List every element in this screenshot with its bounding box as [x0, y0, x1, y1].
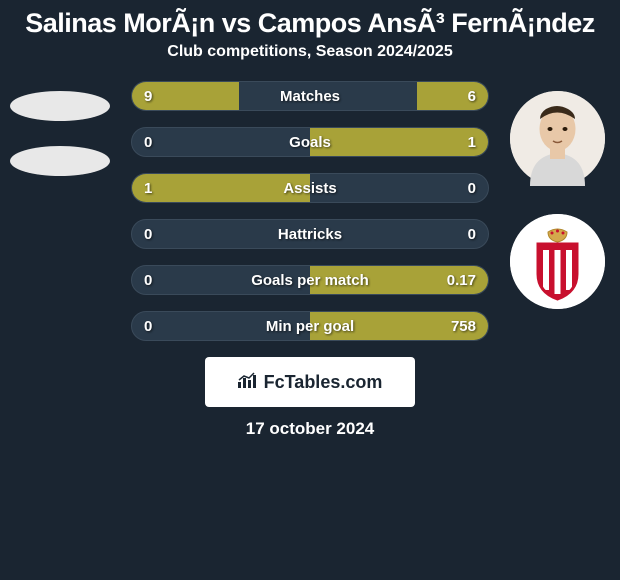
left-player-photo-placeholder: [10, 91, 110, 121]
stat-value-right: 0: [468, 174, 476, 202]
player-avatar-icon: [510, 91, 605, 186]
left-club-crest-placeholder: [10, 146, 110, 176]
stat-value-right: 758: [451, 312, 476, 340]
stat-row: 0Goals per match0.17: [131, 265, 489, 295]
stat-row: 0Hattricks0: [131, 219, 489, 249]
stat-label: Assists: [132, 174, 488, 202]
stat-label: Matches: [132, 82, 488, 110]
stat-row: 0Min per goal758: [131, 311, 489, 341]
fctables-logo: FcTables.com: [205, 357, 415, 407]
club-crest-icon: [510, 214, 605, 309]
comparison-date: 17 october 2024: [20, 419, 600, 439]
logo-text: FcTables.com: [264, 372, 383, 393]
stat-value-right: 6: [468, 82, 476, 110]
chart-icon: [238, 372, 258, 393]
right-player-photo: [510, 91, 605, 186]
stat-label: Hattricks: [132, 220, 488, 248]
stat-value-right: 0: [468, 220, 476, 248]
stat-row: 0Goals1: [131, 127, 489, 157]
main-comparison-area: 9Matches60Goals11Assists00Hattricks00Goa…: [0, 81, 620, 439]
stat-value-right: 0.17: [447, 266, 476, 294]
stat-label: Min per goal: [132, 312, 488, 340]
stat-label: Goals: [132, 128, 488, 156]
stat-row: 1Assists0: [131, 173, 489, 203]
comparison-title: Salinas MorÃ¡n vs Campos AnsÃ³ FernÃ¡nde…: [0, 0, 620, 43]
stat-label: Goals per match: [132, 266, 488, 294]
left-player-badges: [10, 91, 110, 201]
stats-column: 9Matches60Goals11Assists00Hattricks00Goa…: [131, 81, 489, 341]
stat-row: 9Matches6: [131, 81, 489, 111]
stat-value-right: 1: [468, 128, 476, 156]
comparison-subtitle: Club competitions, Season 2024/2025: [0, 43, 620, 81]
right-club-crest: [510, 214, 605, 309]
right-player-badges: [510, 91, 610, 309]
